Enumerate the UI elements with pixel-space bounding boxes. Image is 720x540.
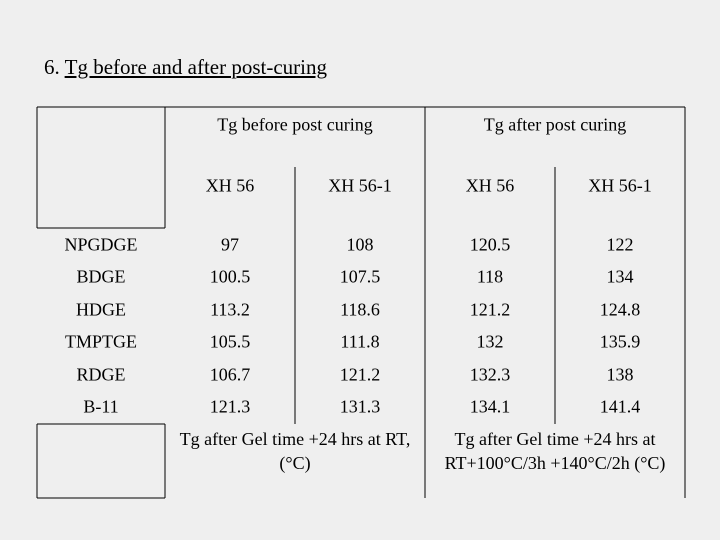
- cell-value: 108: [346, 234, 374, 255]
- cell-value: 113.2: [210, 299, 250, 320]
- sub-header: XH 56: [205, 175, 255, 196]
- cell-value: 124.8: [599, 299, 641, 320]
- cell-value: 121.2: [469, 299, 511, 320]
- cell-value: 132.3: [469, 364, 511, 385]
- cell-value: 134: [606, 266, 634, 287]
- row-label: BDGE: [76, 266, 126, 287]
- cell-value: 122: [606, 234, 634, 255]
- cell-value: 107.5: [339, 266, 381, 287]
- cell-value: 105.5: [209, 331, 251, 352]
- title-text: Tg before and after post-curing: [64, 55, 328, 79]
- cell-value: 120.5: [469, 234, 511, 255]
- cell-value: 106.7: [209, 364, 251, 385]
- sub-header: XH 56: [465, 175, 515, 196]
- footnote: Tg after Gel time +24 hrs at RT+100°C/3h…: [444, 429, 666, 473]
- sub-header: XH 56-1: [588, 175, 652, 196]
- cell-value: 121.2: [339, 364, 381, 385]
- group-header: Tg before post curing: [217, 114, 373, 135]
- cell-value: 138: [606, 364, 634, 385]
- cell-value: 118.6: [340, 299, 380, 320]
- row-label: RDGE: [76, 364, 126, 385]
- cell-value: 121.3: [209, 396, 251, 417]
- title-number: 6.: [44, 55, 60, 79]
- cell-value: 111.8: [340, 331, 380, 352]
- row-label: B-11: [83, 396, 119, 417]
- cell-value: 131.3: [339, 396, 381, 417]
- row-label: TMPTGE: [65, 331, 137, 352]
- sub-header: XH 56-1: [328, 175, 392, 196]
- cell-value: 97: [221, 234, 239, 255]
- cell-value: 141.4: [599, 396, 641, 417]
- row-label: HDGE: [76, 299, 126, 320]
- title: 6. Tg before and after post-curing: [44, 55, 327, 80]
- cell-value: 118: [476, 266, 504, 287]
- cell-value: 134.1: [469, 396, 511, 417]
- cell-value: 132: [476, 331, 504, 352]
- group-header: Tg after post curing: [483, 114, 627, 135]
- footnote: Tg after Gel time +24 hrs at RT, (°C): [179, 429, 411, 473]
- cell-value: 100.5: [209, 266, 251, 287]
- cell-value: 135.9: [599, 331, 641, 352]
- row-label: NPGDGE: [64, 234, 138, 255]
